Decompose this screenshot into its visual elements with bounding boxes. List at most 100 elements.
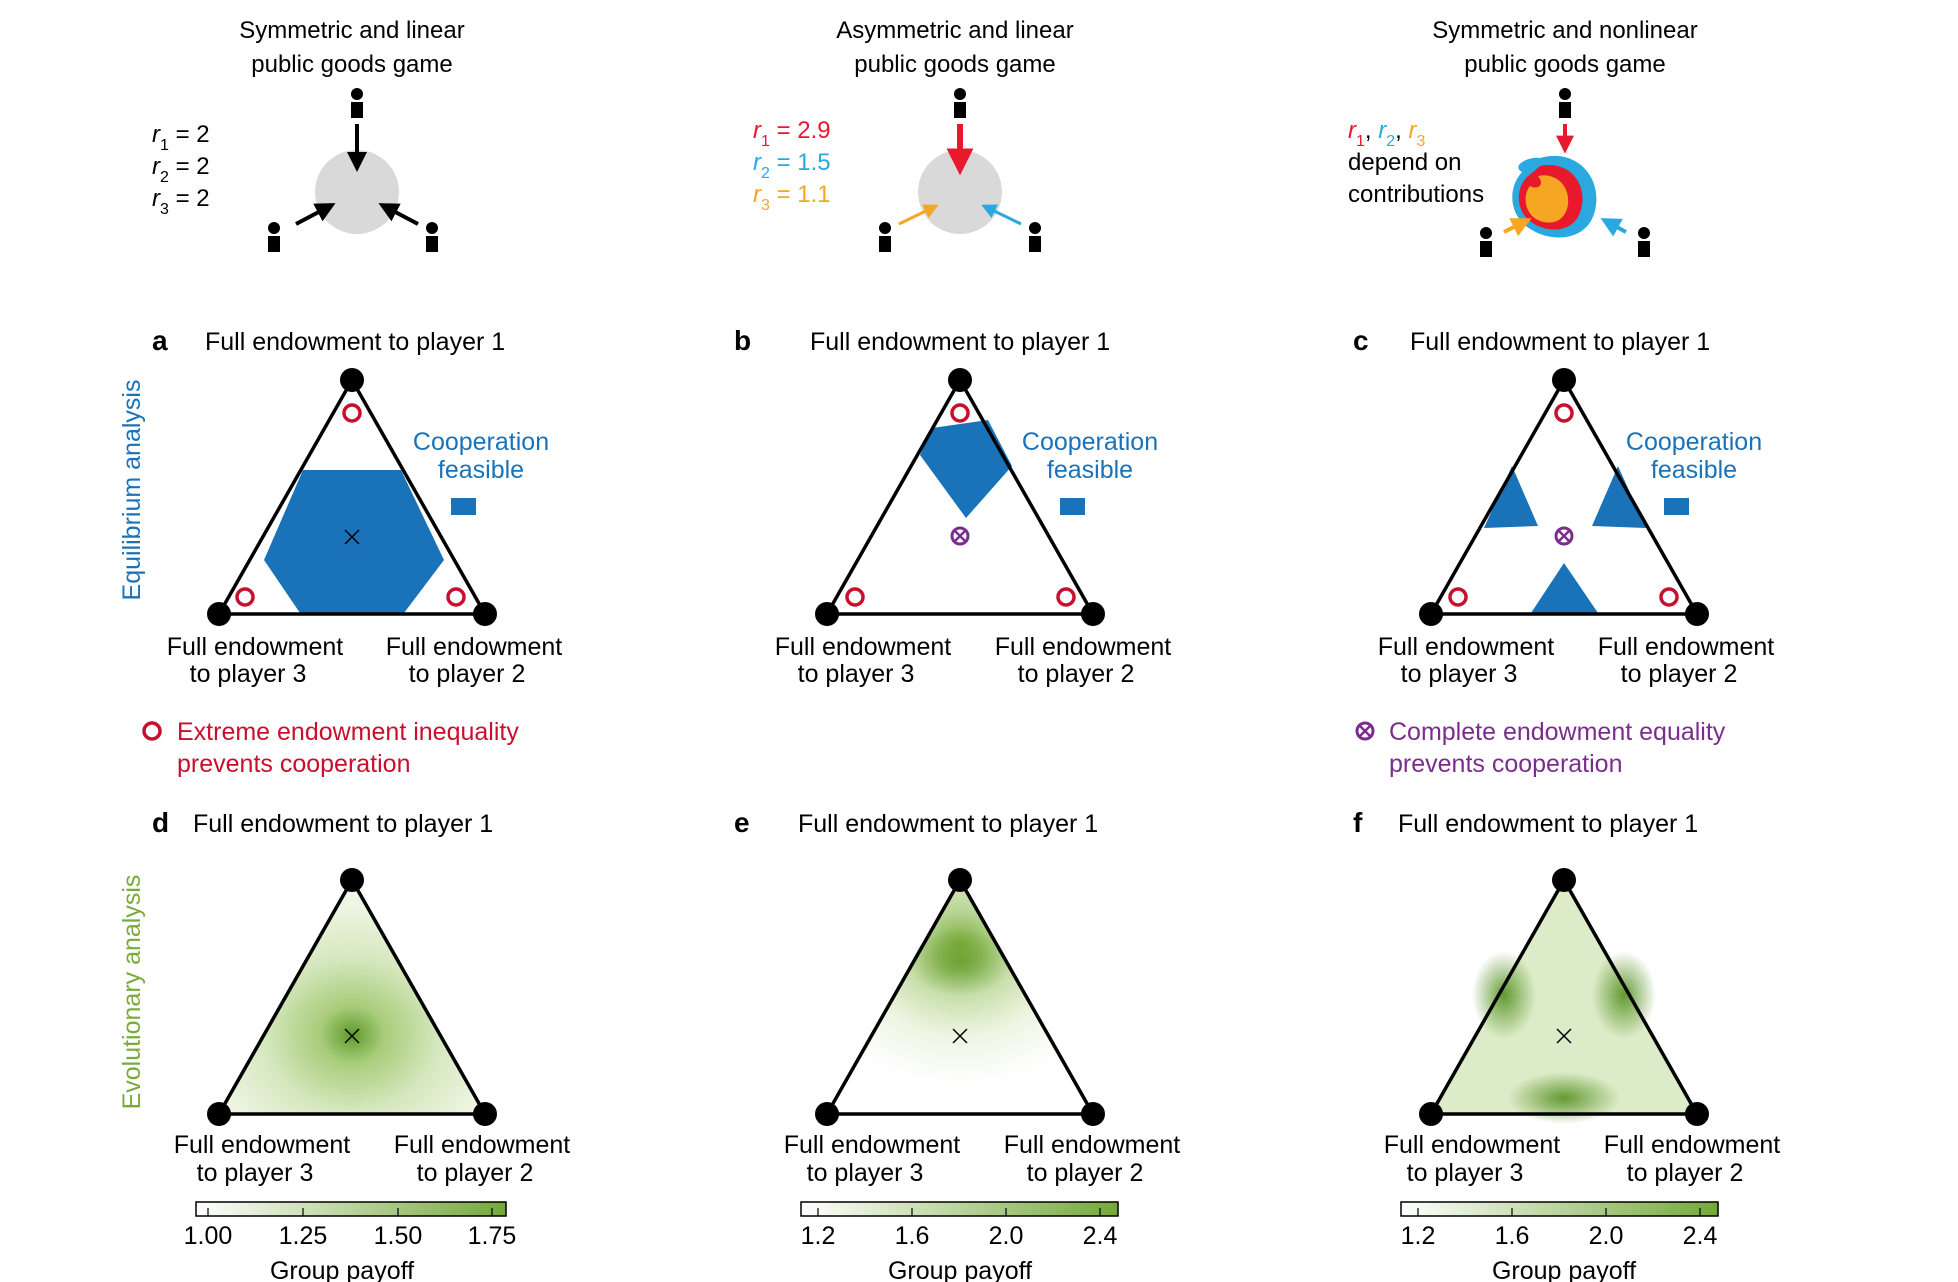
vertex-label-player-3: to player 3 bbox=[807, 1159, 924, 1187]
colorbar-d: 1.00 1.25 1.50 1.75 Group payoff bbox=[184, 1201, 517, 1282]
multiplier-note: contributions bbox=[1348, 181, 1484, 208]
panel-letter: d bbox=[152, 807, 169, 838]
cooperation-feasible-label: Cooperation bbox=[413, 428, 549, 456]
game-subtitle: public goods game bbox=[1464, 51, 1665, 78]
game-schematic-symmetric-linear: Symmetric and linear public goods game r… bbox=[152, 17, 465, 252]
panel-letter: a bbox=[152, 325, 168, 356]
simplex-triangle bbox=[1427, 876, 1701, 1116]
row-label-evolutionary: Evolutionary analysis bbox=[118, 875, 146, 1110]
svg-text:prevents cooperation: prevents cooperation bbox=[177, 750, 410, 778]
legend-inequality: Extreme endowment inequality prevents co… bbox=[142, 718, 519, 778]
inequality-marker bbox=[1554, 403, 1574, 423]
vertex-dot bbox=[340, 368, 364, 392]
player-icon bbox=[351, 88, 363, 118]
vertex-label-player-2: to player 2 bbox=[1027, 1159, 1144, 1187]
vertex-dot bbox=[473, 1102, 497, 1126]
colorbar-tick: 2.0 bbox=[989, 1222, 1024, 1250]
game-schematic-symmetric-nonlinear: Symmetric and nonlinear public goods gam… bbox=[1348, 17, 1698, 257]
vertex-dot bbox=[948, 368, 972, 392]
vertex-label-player-1: Full endowment to player 1 bbox=[1398, 810, 1698, 838]
vertex-dot bbox=[1081, 602, 1105, 626]
cooperation-feasible-region bbox=[264, 470, 444, 613]
vertex-dot bbox=[948, 868, 972, 892]
colorbar-tick: 2.4 bbox=[1683, 1222, 1718, 1250]
centroid-cross bbox=[344, 1028, 360, 1044]
cooperation-feasible-label: Cooperation bbox=[1022, 428, 1158, 456]
panel-d: d Full endowment to player 1 Full endowm… bbox=[152, 807, 570, 1187]
game-schematic-asymmetric-linear: Asymmetric and linear public goods game … bbox=[753, 17, 1074, 252]
cooperation-feasible-label: feasible bbox=[438, 456, 524, 484]
vertex-label-player-1: Full endowment to player 1 bbox=[193, 810, 493, 838]
vertex-dot bbox=[207, 602, 231, 626]
cooperation-legend-swatch bbox=[1664, 498, 1689, 515]
vertex-dot bbox=[473, 602, 497, 626]
colorbar-gradient bbox=[1400, 1201, 1719, 1217]
inequality-marker bbox=[342, 403, 362, 423]
cooperation-legend-swatch bbox=[451, 498, 476, 515]
vertex-label-player-1: Full endowment to player 1 bbox=[798, 810, 1098, 838]
simplex-triangle bbox=[215, 876, 489, 1116]
vertex-label-player-2: to player 2 bbox=[1621, 660, 1738, 688]
cooperation-feasible-region bbox=[920, 420, 1012, 518]
cooperation-feasible-label: feasible bbox=[1651, 456, 1737, 484]
inequality-marker bbox=[950, 403, 970, 423]
game-subtitle: public goods game bbox=[251, 51, 452, 78]
cooperation-feasible-region bbox=[1484, 466, 1538, 528]
colorbar-label: Group payoff bbox=[270, 1257, 414, 1282]
colorbar-tick: 1.00 bbox=[184, 1222, 233, 1250]
colorbar-tick: 1.25 bbox=[279, 1222, 328, 1250]
vertex-label-player-2: Full endowment bbox=[394, 1131, 571, 1159]
vertex-label-player-2: to player 2 bbox=[1018, 660, 1135, 688]
inequality-marker bbox=[1056, 587, 1076, 607]
inequality-marker bbox=[1659, 587, 1679, 607]
colorbar-label: Group payoff bbox=[888, 1257, 1032, 1282]
player-icon bbox=[1029, 222, 1041, 252]
vertex-label-player-3: Full endowment bbox=[1384, 1131, 1561, 1159]
colorbar-tick: 1.75 bbox=[468, 1222, 517, 1250]
panel-f: f Full endowment to player 1 Full endowm… bbox=[1353, 807, 1780, 1187]
vertex-label-player-2: to player 2 bbox=[1627, 1159, 1744, 1187]
equality-marker bbox=[1554, 526, 1574, 546]
player-icon bbox=[879, 222, 891, 252]
panel-c: c Full endowment to player 1 Cooperation… bbox=[1353, 325, 1774, 688]
colorbar-f: 1.2 1.6 2.0 2.4 Group payoff bbox=[1400, 1201, 1719, 1282]
payoff-heatmap bbox=[827, 880, 1093, 1114]
vertex-dot bbox=[1419, 602, 1443, 626]
vertex-dot bbox=[1685, 1102, 1709, 1126]
cooperation-legend-swatch bbox=[1060, 498, 1085, 515]
svg-text:Extreme endowment inequality: Extreme endowment inequality bbox=[177, 718, 519, 746]
player-icon bbox=[954, 88, 966, 118]
simplex-triangle bbox=[823, 376, 1097, 616]
simplex-triangle bbox=[1427, 376, 1701, 616]
colorbar-tick: 1.2 bbox=[1401, 1222, 1436, 1250]
panel-letter: b bbox=[734, 325, 751, 356]
vertex-dot bbox=[1552, 868, 1576, 892]
centroid-cross bbox=[952, 1028, 968, 1044]
vertex-label-player-2: Full endowment bbox=[1598, 633, 1775, 661]
colorbar-tick: 1.6 bbox=[895, 1222, 930, 1250]
game-title: Symmetric and nonlinear bbox=[1432, 17, 1697, 44]
contribution-arrow bbox=[1503, 218, 1532, 237]
vertex-label-player-1: Full endowment to player 1 bbox=[810, 328, 1110, 356]
multiplier-list: r1 = 2 r2 = 2 r3 = 2 bbox=[152, 121, 210, 218]
inequality-marker bbox=[446, 587, 466, 607]
vertex-dot bbox=[1081, 1102, 1105, 1126]
vertex-dot bbox=[1552, 368, 1576, 392]
payoff-hotspot bbox=[910, 928, 1010, 996]
inequality-marker bbox=[1448, 587, 1468, 607]
payoff-hotspot bbox=[1508, 1072, 1620, 1124]
svg-text:r3 = 1.1: r3 = 1.1 bbox=[753, 181, 831, 214]
inequality-marker bbox=[845, 587, 865, 607]
vertex-label-player-3: to player 3 bbox=[798, 660, 915, 688]
panel-e: e Full endowment to player 1 Full endowm… bbox=[734, 807, 1180, 1187]
colorbar-tick: 2.0 bbox=[1589, 1222, 1624, 1250]
game-title: Symmetric and linear bbox=[239, 17, 464, 44]
centroid-cross bbox=[1556, 1028, 1572, 1044]
vertex-label-player-3: to player 3 bbox=[190, 660, 307, 688]
contribution-arrow bbox=[981, 204, 1022, 226]
contribution-arrow bbox=[898, 204, 939, 226]
vertex-label-player-3: Full endowment bbox=[1378, 633, 1555, 661]
vertex-label-player-2: to player 2 bbox=[417, 1159, 534, 1187]
cooperation-feasible-region bbox=[1592, 466, 1646, 528]
vertex-dot bbox=[1419, 1102, 1443, 1126]
